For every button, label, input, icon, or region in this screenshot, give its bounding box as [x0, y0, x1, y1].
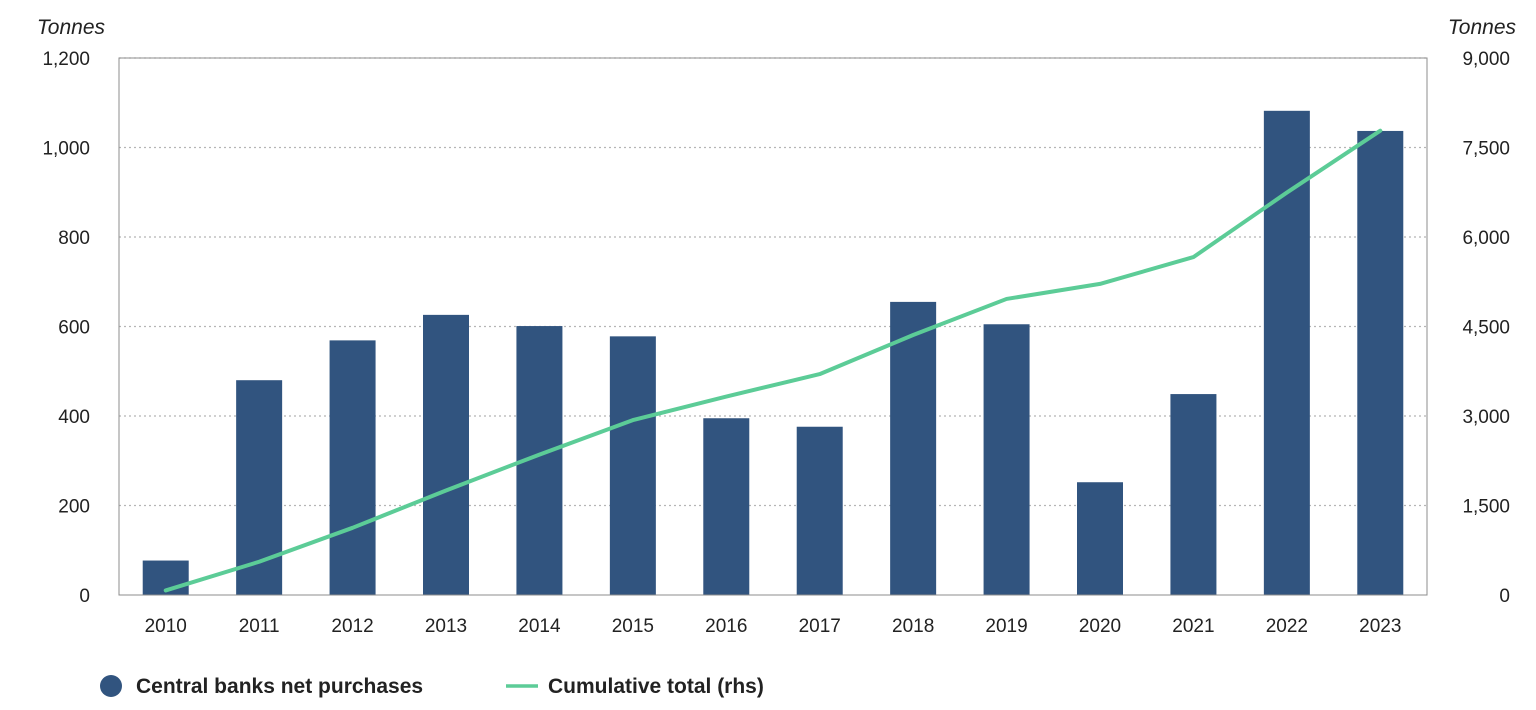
x-tick-label: 2015	[612, 616, 654, 637]
bar-series	[142, 110, 1404, 596]
bar-2018	[890, 301, 937, 595]
bar-2016	[703, 418, 750, 595]
legend-bar-marker	[100, 675, 122, 697]
x-tick-label: 2011	[239, 616, 280, 637]
right-tick-label: 1,500	[1462, 497, 1510, 518]
left-tick-label: 400	[58, 407, 90, 428]
left-tick-label: 1,000	[42, 139, 90, 160]
legend: Central banks net purchases Cumulative t…	[100, 675, 764, 698]
x-tick-label: 2017	[799, 616, 841, 637]
x-tick-label: 2018	[892, 616, 934, 637]
bar-2023	[1357, 130, 1404, 595]
bar-2020	[1077, 482, 1123, 595]
bar-2012	[329, 340, 376, 595]
bar-2013	[423, 314, 469, 595]
bar-2021	[1170, 394, 1217, 595]
bar-2011	[236, 380, 283, 595]
left-axis-unit: Tonnes	[37, 16, 106, 39]
bar-2015	[609, 336, 656, 595]
right-axis-ticks: 0 1,500 3,000 4,500 6,000 7,500 9,000	[1462, 49, 1510, 607]
bar-2019	[983, 324, 1030, 595]
x-tick-label: 2013	[425, 616, 467, 637]
left-tick-label: 600	[58, 318, 90, 339]
right-tick-label: 4,500	[1462, 318, 1510, 339]
line-series	[163, 128, 1383, 593]
right-axis-unit: Tonnes	[1448, 16, 1517, 39]
right-tick-label: 6,000	[1462, 228, 1510, 249]
x-tick-label: 2023	[1359, 616, 1401, 637]
left-tick-label: 800	[58, 228, 90, 249]
right-tick-label: 7,500	[1462, 139, 1510, 160]
x-tick-label: 2010	[145, 616, 187, 637]
left-tick-label: 200	[58, 497, 90, 518]
x-tick-label: 2014	[518, 616, 561, 637]
x-tick-label: 2012	[331, 616, 373, 637]
x-tick-label: 2019	[985, 616, 1027, 637]
x-tick-label: 2020	[1079, 616, 1121, 637]
left-tick-label: 1,200	[42, 49, 90, 70]
cumulative-line	[163, 128, 1383, 593]
plot-frame	[118, 57, 1428, 596]
right-tick-label: 0	[1499, 586, 1510, 607]
x-tick-label: 2016	[705, 616, 747, 637]
gridlines	[119, 57, 1427, 507]
x-tick-label: 2021	[1172, 616, 1214, 637]
legend-line-label: Cumulative total (rhs)	[548, 675, 764, 698]
left-axis-ticks: 0 200 400 600 800 1,000 1,200	[42, 49, 90, 607]
right-tick-label: 9,000	[1462, 49, 1510, 70]
left-tick-label: 0	[79, 586, 90, 607]
bar-2017	[796, 426, 843, 595]
right-tick-label: 3,000	[1462, 407, 1510, 428]
x-tick-label: 2022	[1266, 616, 1308, 637]
legend-bar-label: Central banks net purchases	[136, 675, 423, 698]
x-axis-ticks: 2010 2011 2012 2013 2014 2015 2016 2017 2018 2019…	[145, 616, 1402, 637]
